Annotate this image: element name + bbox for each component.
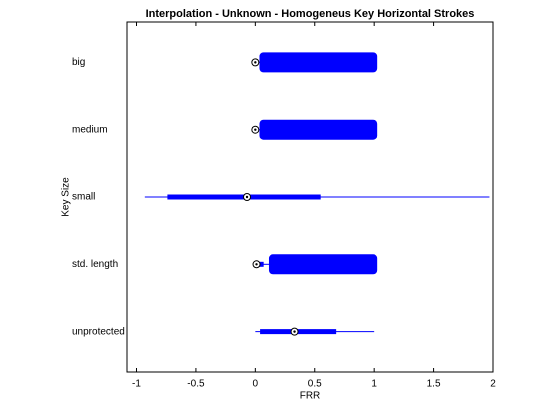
plot-frame xyxy=(126,21,494,373)
y-tick-label: small xyxy=(72,192,95,203)
y-tick-label: medium xyxy=(72,124,108,135)
x-tick-label: 2 xyxy=(490,379,496,390)
chart-title: Interpolation - Unknown - Homogeneus Key… xyxy=(146,8,475,20)
y-tick-label: big xyxy=(72,57,85,68)
outliers xyxy=(268,254,378,275)
median-dot xyxy=(255,263,258,266)
y-axis-label: Key Size xyxy=(61,177,72,217)
x-tick-label: -1 xyxy=(132,379,141,390)
x-axis-label: FRR xyxy=(300,391,321,402)
outliers xyxy=(259,119,378,140)
x-tick-label: -0.5 xyxy=(187,379,205,390)
x-tick-label: 1.5 xyxy=(427,379,441,390)
x-tick-label: 1 xyxy=(371,379,377,390)
y-tick-label: unprotected xyxy=(72,326,125,337)
x-tick-label: 0 xyxy=(253,379,259,390)
median-dot xyxy=(254,61,257,64)
box xyxy=(257,261,264,267)
median-dot xyxy=(245,195,249,199)
y-tick-label: std. length xyxy=(72,259,118,270)
outliers xyxy=(259,52,378,73)
x-tick-label: 0.5 xyxy=(308,379,322,390)
median-dot xyxy=(293,330,296,333)
median-dot xyxy=(254,128,257,131)
